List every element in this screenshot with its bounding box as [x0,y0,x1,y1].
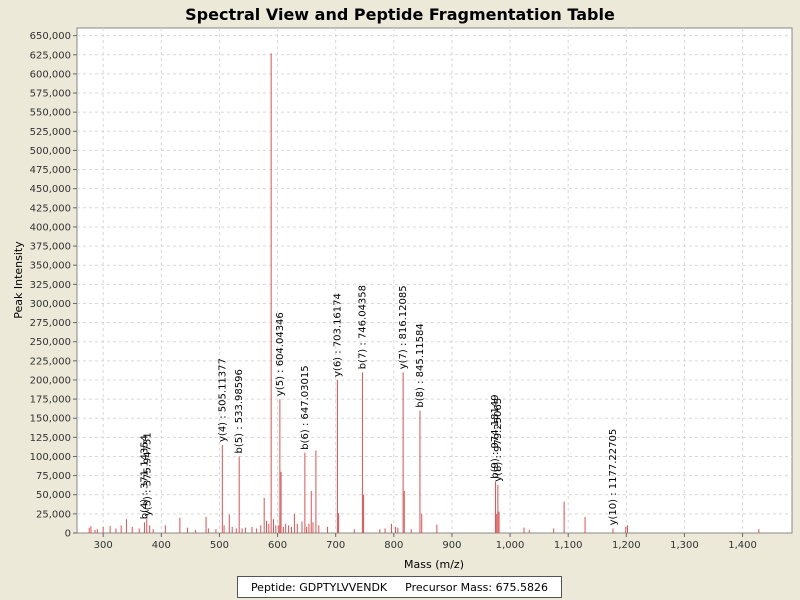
y-axis-label: Peak Intensity [12,241,25,319]
gridlines [77,28,792,533]
axes: 0 25,000 50,000 75,000 100,000 125,000 150,000… [30,31,757,551]
peak-annotation: y(8) : 979.25063 [493,398,504,482]
y-tick-label: 275,000 [30,318,71,329]
y-tick-label: 225,000 [30,356,71,367]
x-tick-label: 1,400 [728,540,757,551]
y-tick-label: 375,000 [30,242,71,253]
x-tick-label: 300 [94,540,113,551]
y-tick-label: 300,000 [30,299,71,310]
x-tick-label: 1,000 [496,540,525,551]
x-tick-label: 1,100 [554,540,583,551]
peak-annotation: y(5) : 604.04346 [275,312,286,396]
y-tick-label: 575,000 [30,89,71,100]
y-tick-label: 625,000 [30,50,71,61]
y-tick-label: 25,000 [36,509,71,520]
y-tick-label: 425,000 [30,203,71,214]
y-tick-label: 175,000 [30,395,71,406]
peak-annotation: b(6) : 647.03015 [300,365,311,449]
y-tick-label: 550,000 [30,108,71,119]
y-tick-label: 75,000 [36,471,71,482]
y-tick-label: 50,000 [36,490,71,501]
y-tick-label: 475,000 [30,165,71,176]
peak-annotation: b(7) : 746.04358 [357,285,368,369]
peak-annotation: b(4) : 371.14354 [140,435,151,519]
y-tick-label: 200,000 [30,375,71,386]
y-tick-label: 100,000 [30,452,71,463]
y-tick-label: 600,000 [30,69,71,80]
y-tick-label: 325,000 [30,280,71,291]
y-tick-label: 150,000 [30,414,71,425]
peak-bars [88,53,760,533]
y-tick-label: 250,000 [30,337,71,348]
x-tick-label: 800 [384,540,403,551]
x-tick-label: 900 [442,540,461,551]
y-tick-label: 125,000 [30,433,71,444]
chart-title: Spectral View and Peptide Fragmentation … [185,5,615,24]
precursor-mass: Precursor Mass: 675.5826 [405,580,549,594]
x-tick-label: 500 [210,540,229,551]
y-tick-label: 500,000 [30,146,71,157]
x-tick-label: 1,200 [612,540,641,551]
x-tick-label: 1,300 [670,540,699,551]
peak-annotation: y(7) : 816.12085 [398,285,409,369]
y-tick-label: 400,000 [30,222,71,233]
x-axis-label: Mass (m/z) [404,558,464,571]
peak-annotation: b(8) : 845.11584 [415,323,426,407]
peak-annotation: b(9) : 974.18149 [490,394,501,478]
y-tick-label: 0 [65,529,71,540]
y-tick-label: 525,000 [30,127,71,138]
peptide-info-box: Peptide: GDPTYLVVENDK Precursor Mass: 67… [237,576,562,598]
x-tick-label: 700 [326,540,345,551]
peak-annotation: y(4) : 505.11377 [217,358,228,442]
peptide-sequence: Peptide: GDPTYLVVENDK [250,580,388,594]
peak-annotation: y(3) : 375.94751 [142,432,153,516]
peak-annotation: b(5) : 533.98596 [234,369,245,453]
y-tick-label: 450,000 [30,184,71,195]
peak-annotation: y(10) : 1177.22705 [608,429,619,526]
peak-annotation: y(6) : 703.16174 [333,293,344,377]
y-tick-label: 350,000 [30,261,71,272]
x-tick-label: 400 [152,540,171,551]
x-tick-label: 600 [268,540,287,551]
y-tick-label: 650,000 [30,31,71,42]
